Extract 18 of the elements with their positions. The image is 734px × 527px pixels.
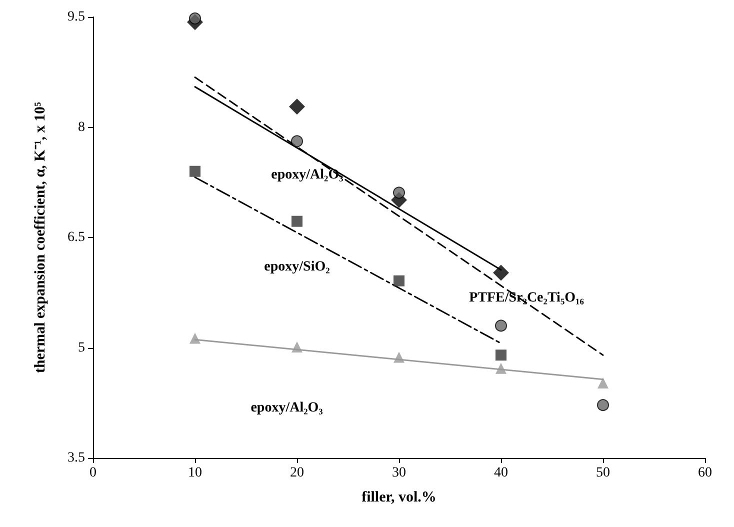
x-axis-title: filler, vol.%	[362, 490, 436, 506]
y-tick-label: 8	[78, 120, 85, 135]
x-tick-label: 60	[698, 466, 712, 480]
x-tick-label: 10	[188, 466, 202, 480]
annotation: PTFE/Sr₂Ce₂Ti₅O₁₆	[469, 290, 584, 306]
annotation: epoxy/Al₂O₃	[250, 400, 323, 416]
y-tick-label: 9.5	[68, 10, 85, 24]
y-tick-label: 3.5	[68, 450, 85, 466]
y-tick-label: 5	[78, 340, 85, 356]
x-tick-label: 30	[392, 466, 406, 480]
annotation: epoxy/Al₂O₃	[271, 168, 344, 183]
y-axis-title: thermal expansion coefficient, α, K⁻¹, x 10⁵	[32, 101, 48, 374]
x-tick-label: 40	[494, 466, 508, 480]
x-tick-label: 20	[290, 466, 304, 480]
annotation: epoxy/SiO₂	[264, 259, 330, 274]
x-tick-label: 0	[90, 466, 96, 480]
y-tick-label: 6.5	[68, 230, 85, 245]
x-tick-label: 50	[596, 466, 610, 480]
